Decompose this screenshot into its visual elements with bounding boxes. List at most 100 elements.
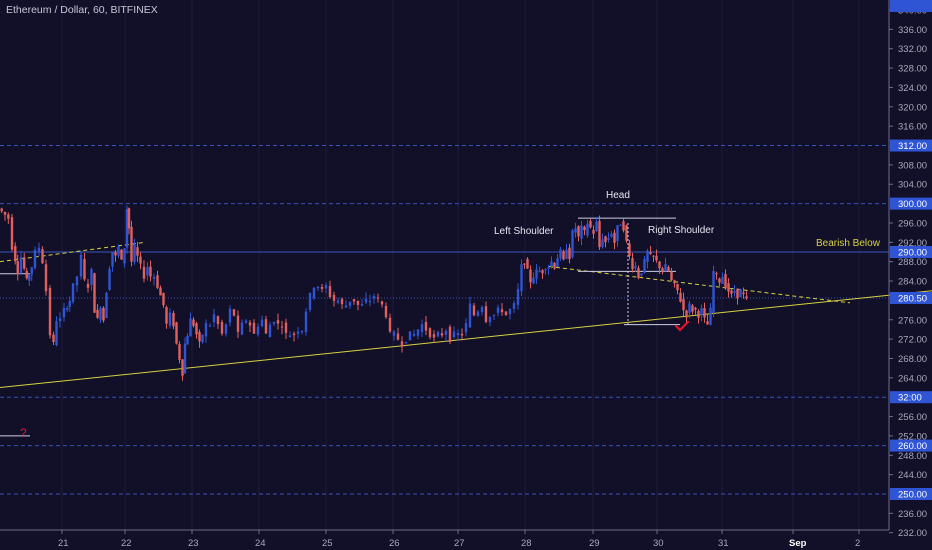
candle: [96, 304, 99, 319]
candle: [631, 252, 634, 273]
candle-body: [574, 228, 577, 233]
candle-body: [592, 229, 595, 234]
candle: [484, 301, 488, 324]
candle: [328, 280, 332, 299]
candle-body: [628, 243, 631, 257]
candle-body: [742, 292, 745, 294]
candle-body: [360, 304, 364, 306]
price-tick-label: 284.00: [898, 277, 927, 288]
candle-body: [292, 333, 296, 336]
price-tick-label: 252.00: [898, 431, 927, 442]
candle: [380, 300, 384, 308]
label-left-shoulder: Left Shoulder: [494, 226, 554, 237]
candle: [332, 291, 336, 307]
candle: [102, 306, 105, 323]
candle: [33, 246, 37, 270]
candle: [296, 326, 300, 339]
candle-body: [125, 209, 129, 248]
candle: [715, 271, 718, 280]
candle: [727, 278, 730, 298]
candle-body: [195, 323, 198, 335]
candle-body: [520, 264, 523, 292]
candle: [565, 243, 568, 260]
candle-body: [312, 287, 316, 298]
candle: [288, 331, 292, 338]
candle: [162, 292, 165, 308]
candle: [601, 233, 604, 249]
candle-body: [212, 314, 216, 323]
candle: [220, 319, 224, 336]
candle: [368, 294, 372, 307]
candle-body: [240, 322, 244, 335]
candle: [344, 300, 348, 308]
time-axis[interactable]: 21 22 23 24 25 26 27 28 29 30 31 Sep 2: [0, 529, 889, 549]
price-label-badge: 32:00: [890, 391, 932, 404]
price-tick-label: 316.00: [898, 122, 927, 133]
candle: [198, 329, 201, 348]
candle-body: [553, 262, 556, 269]
price-axis[interactable]: 340.00336.00332.00328.00324.00320.00316.…: [888, 0, 932, 539]
price-tick-label: 328.00: [898, 64, 927, 75]
price-label-badge: 280.50: [890, 291, 932, 304]
candle-body: [268, 324, 272, 338]
price-tick-label: 268.00: [898, 354, 927, 365]
candle-body: [472, 305, 476, 316]
candle: [37, 242, 41, 256]
time-tick-label: 22: [121, 538, 132, 549]
candle-body: [41, 249, 44, 264]
candle: [30, 266, 33, 281]
candle-body: [320, 286, 324, 289]
time-tick-label: 26: [389, 538, 400, 549]
candle: [640, 273, 643, 277]
price-label-text: 32:00: [898, 393, 922, 404]
candle: [697, 309, 700, 324]
candle: [336, 297, 340, 305]
candle-body: [324, 284, 328, 289]
candle: [444, 328, 448, 342]
candle: [224, 323, 228, 337]
candle-body: [476, 311, 480, 316]
candle: [529, 265, 532, 289]
candle: [93, 272, 96, 313]
candle: [616, 225, 619, 247]
candle: [408, 331, 412, 341]
candle-body: [529, 269, 532, 283]
price-tick-label: 232.00: [898, 528, 927, 539]
price-label-text: 240.00: [898, 0, 927, 3]
candle-body: [565, 249, 568, 259]
chart-grid: [61, 0, 860, 530]
candle: [541, 269, 544, 279]
candle: [700, 304, 703, 322]
candle-body: [228, 308, 232, 323]
candle: [320, 283, 324, 293]
candle: [613, 229, 616, 250]
candle-body: [420, 324, 424, 333]
candle-body: [181, 359, 184, 376]
candle: [186, 333, 189, 345]
candle: [240, 319, 244, 336]
candle-body: [204, 323, 208, 337]
candle-body: [697, 310, 700, 318]
candle: [688, 300, 691, 319]
candle-body: [682, 299, 685, 311]
candle: [559, 247, 562, 262]
candle: [679, 288, 682, 303]
candle-body: [646, 250, 649, 262]
price-label-badge: 260.00: [890, 439, 932, 452]
candle-body: [500, 309, 504, 313]
candle: [452, 326, 456, 339]
candle-body: [460, 333, 464, 336]
candle: [364, 292, 368, 305]
candle: [400, 336, 404, 353]
candle: [643, 256, 646, 274]
candle: [508, 307, 512, 320]
candle-body: [480, 307, 484, 313]
candle: [520, 259, 523, 297]
candle-body: [244, 320, 248, 323]
candle-body: [538, 271, 541, 273]
candle: [404, 341, 408, 345]
candle-body: [673, 280, 676, 284]
candle-body: [175, 322, 178, 344]
candle-body: [142, 266, 146, 279]
